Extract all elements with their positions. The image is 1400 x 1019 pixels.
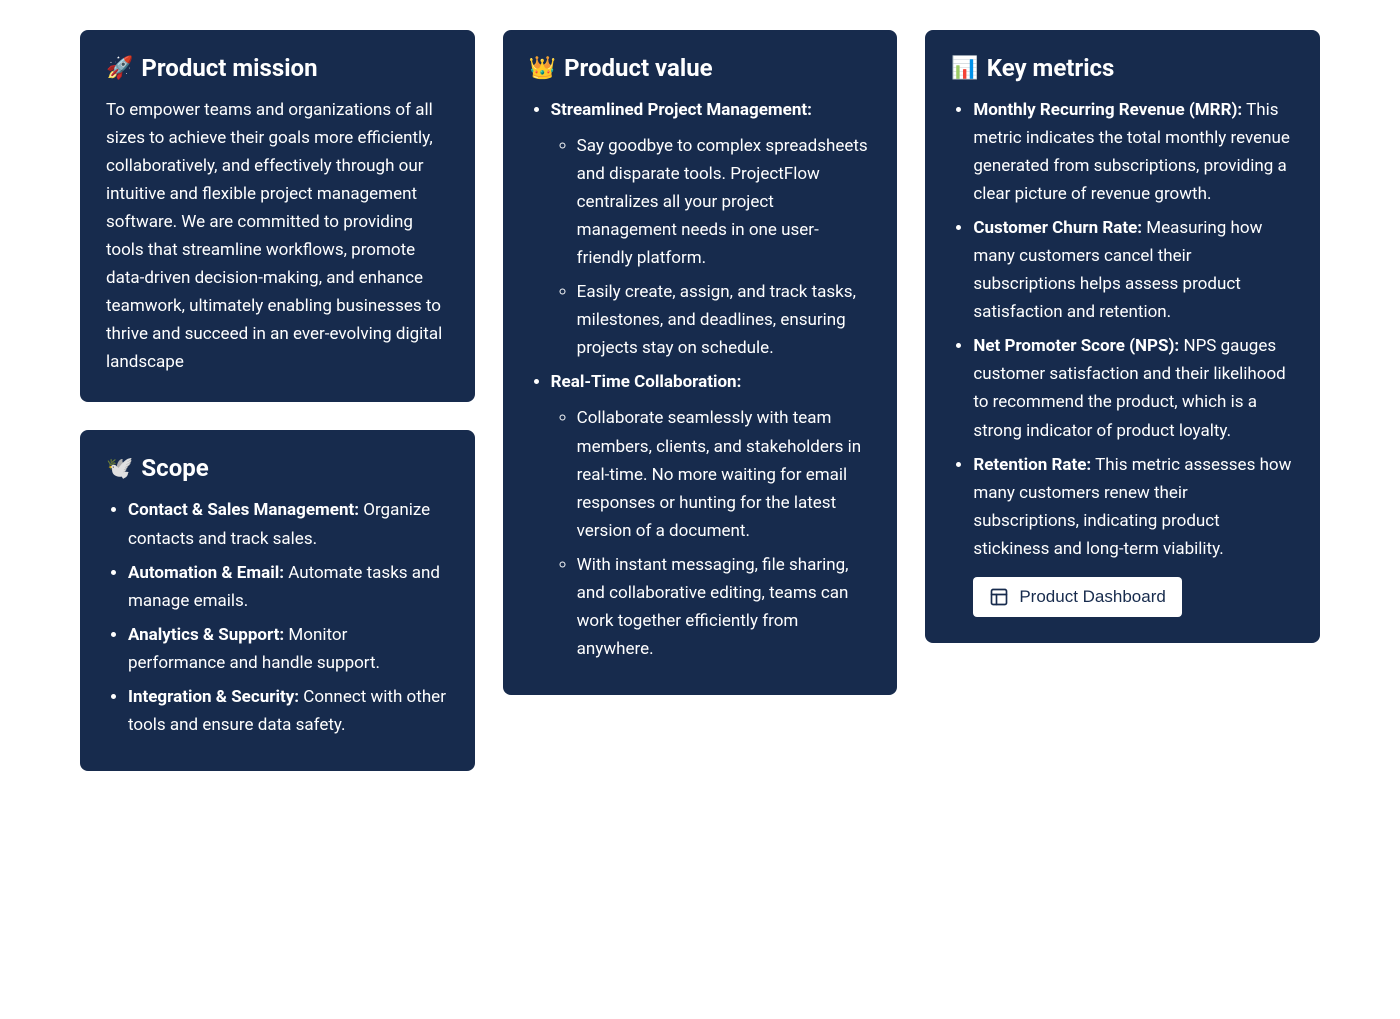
list-item: With instant messaging, file sharing, an… (577, 551, 872, 663)
list-item: Integration & Security: Connect with oth… (128, 683, 449, 739)
product-dashboard-button[interactable]: Product Dashboard (973, 577, 1181, 617)
button-label: Product Dashboard (1019, 587, 1165, 607)
cards-grid: 🚀 Product mission To empower teams and o… (80, 30, 1320, 771)
list-item: Contact & Sales Management: Organize con… (128, 496, 449, 552)
list-item: Analytics & Support: Monitor performance… (128, 621, 449, 677)
value-list: Streamlined Project Management: Say good… (529, 96, 872, 663)
crown-icon: 👑 (529, 56, 556, 81)
dove-icon: 🕊️ (106, 456, 133, 481)
sub-list: Collaborate seamlessly with team members… (551, 404, 872, 662)
title-text: Key metrics (987, 54, 1115, 82)
column-1: 🚀 Product mission To empower teams and o… (80, 30, 475, 771)
title-text: Scope (141, 454, 208, 482)
layout-dashboard-icon (989, 587, 1009, 607)
column-2: 👑 Product value Streamlined Project Mana… (503, 30, 898, 695)
sub-list: Say goodbye to complex spreadsheets and … (551, 132, 872, 362)
title-text: Product mission (141, 54, 317, 82)
list-item: Say goodbye to complex spreadsheets and … (577, 132, 872, 272)
rocket-icon: 🚀 (106, 56, 133, 81)
card-title: 👑 Product value (529, 54, 872, 82)
list-item: Automation & Email: Automate tasks and m… (128, 559, 449, 615)
list-item: Monthly Recurring Revenue (MRR): This me… (973, 96, 1294, 208)
title-text: Product value (564, 54, 713, 82)
card-product-mission: 🚀 Product mission To empower teams and o… (80, 30, 475, 402)
mission-body: To empower teams and organizations of al… (106, 96, 449, 376)
card-product-value: 👑 Product value Streamlined Project Mana… (503, 30, 898, 695)
card-key-metrics: 📊 Key metrics Monthly Recurring Revenue … (925, 30, 1320, 643)
scope-list: Contact & Sales Management: Organize con… (106, 496, 449, 738)
bar-chart-icon: 📊 (951, 56, 978, 81)
card-title: 🚀 Product mission (106, 54, 449, 82)
list-item: Customer Churn Rate: Measuring how many … (973, 214, 1294, 326)
card-title: 📊 Key metrics (951, 54, 1294, 82)
column-3: 📊 Key metrics Monthly Recurring Revenue … (925, 30, 1320, 643)
card-title: 🕊️ Scope (106, 454, 449, 482)
list-item: Real-Time Collaboration: Collaborate sea… (551, 368, 872, 662)
list-item: Retention Rate: This metric assesses how… (973, 451, 1294, 563)
list-item: Collaborate seamlessly with team members… (577, 404, 872, 544)
list-item: Streamlined Project Management: Say good… (551, 96, 872, 362)
list-item: Easily create, assign, and track tasks, … (577, 278, 872, 362)
card-scope: 🕊️ Scope Contact & Sales Management: Org… (80, 430, 475, 770)
button-wrap: Product Dashboard (951, 577, 1294, 617)
metrics-list: Monthly Recurring Revenue (MRR): This me… (951, 96, 1294, 563)
list-item: Net Promoter Score (NPS): NPS gauges cus… (973, 332, 1294, 444)
